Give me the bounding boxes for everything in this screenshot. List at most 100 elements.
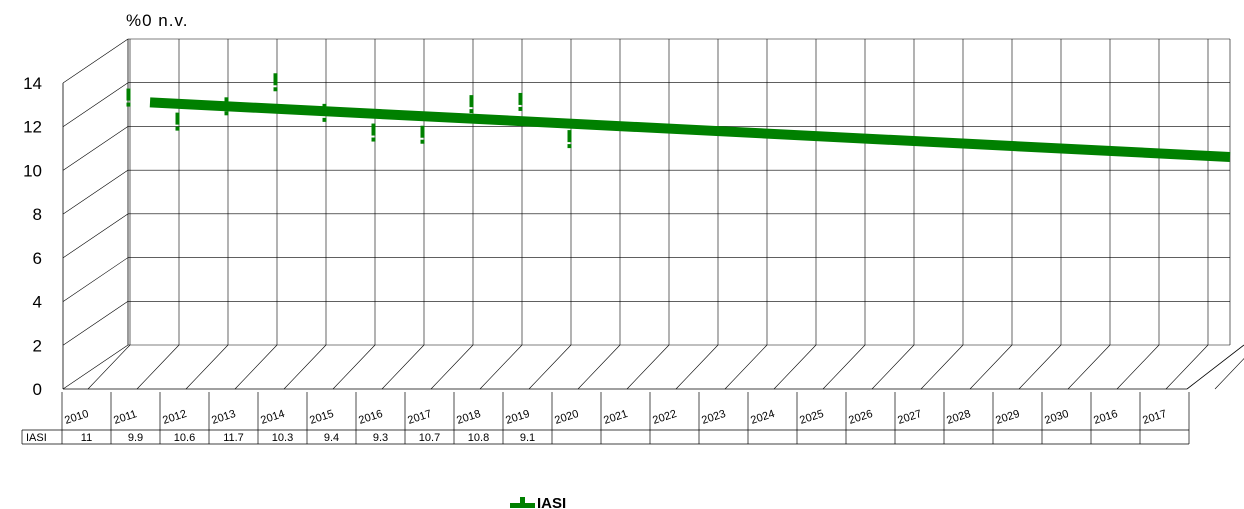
gridline-floor [185,344,229,390]
gridline-side [62,38,129,84]
data-points [126,73,572,149]
x-tick-label: 2017 [406,408,433,427]
x-tick-label: 2021 [602,408,629,427]
legend: IASI [510,495,566,509]
y-tick-label: 4 [33,293,42,312]
x-tick-label: 2017 [1141,408,1168,427]
x-tick-label: 2012 [161,408,188,427]
data-point-marker [371,123,376,136]
x-tick-label: 2019 [504,408,531,427]
table-value-cell: 11 [81,432,92,444]
data-point-marker [420,125,425,138]
data-point-marker [371,137,376,142]
x-tick-label: 2016 [1092,408,1119,427]
y-tick-label: 6 [33,249,42,268]
table-value-cell: 9.9 [128,432,143,444]
gridline-floor [381,344,425,390]
table-value-cell: 10.6 [174,432,195,444]
gridline-floor [577,344,621,390]
x-tick-label: 2014 [259,408,286,427]
data-point-marker [224,111,229,116]
chart-grid [62,38,1244,390]
y-tick-label: 0 [33,380,42,399]
data-point-marker [469,109,474,114]
x-tick-label: 2030 [1043,408,1070,427]
gridline-floor [1165,344,1209,390]
gridline-floor [969,344,1013,390]
gridline-side [62,169,129,215]
gridline-floor [1067,344,1111,390]
x-tick-label: 2016 [357,408,384,427]
data-point-marker [273,87,278,92]
data-point-marker [518,106,523,111]
x-tick-label: 2025 [798,408,825,427]
data-point-marker [567,130,572,143]
x-tick-label: 2018 [455,408,482,427]
x-tick-label: 2013 [210,408,237,427]
gridline-floor [87,344,131,390]
x-tick-label: 2029 [994,408,1021,427]
table-value-cell: 11.7 [223,432,244,444]
y-tick-label: 12 [23,118,42,137]
x-tick-label: 2028 [945,408,972,427]
trendline-iasi [149,97,1231,163]
table-series-label: IASI [26,432,47,444]
data-point-marker [224,97,229,110]
table-value-cell: 9.1 [520,432,535,444]
y-axis: 0 2 4 6 8 10 12 14 [23,74,42,399]
data-point-marker [518,92,523,105]
table-value-cell: 9.3 [373,432,388,444]
gridline-floor [136,344,180,390]
data-point-marker [469,95,474,108]
x-tick-label: 2015 [308,408,335,427]
gridline-side [62,213,129,259]
data-point-marker [175,126,180,131]
gridline-floor [626,344,670,390]
legend-swatch-icon [510,497,535,508]
gridline-side [62,82,129,127]
data-point-marker [273,73,278,86]
table-value-cell: 9.4 [324,432,339,444]
x-tick-label: 2024 [749,408,776,427]
gridline-floor [724,344,768,390]
data-point-marker [567,144,572,149]
gridline-floor [1214,358,1244,390]
x-tick-label: 2027 [896,408,923,427]
gridline-floor [332,344,376,390]
data-point-marker [420,139,425,144]
x-tick-label: 2023 [700,408,727,427]
gridline-side [62,126,129,171]
y-tick-label: 14 [23,74,42,93]
x-tick-label: 2011 [112,408,138,427]
y-tick-label: 8 [33,205,42,224]
y-axis-unit-label: %0 n.v. [126,11,188,30]
x-tick-label: 2020 [553,408,580,427]
y-tick-label: 2 [33,336,42,355]
gridline-side [62,257,129,302]
floor-right-edge [1186,344,1244,390]
gridline-floor [479,344,523,390]
gridline-floor [871,344,915,390]
gridline-floor [920,344,964,390]
legend-series-label: IASI [537,495,566,509]
trendline [149,97,1231,163]
gridline-floor [1018,344,1062,390]
data-table: IASI 2010 11 2011 9.9 2012 10.6 2013 11.7 2014 10.… [21,392,1190,445]
gridline-floor [283,344,327,390]
data-point-marker [126,88,131,101]
gridline-side [62,301,129,346]
x-tick-label: 2022 [651,408,678,427]
gridline-floor [822,344,866,390]
gridline-floor [234,344,278,390]
table-value-cell: 10.8 [468,432,489,444]
gridline-floor [773,344,817,390]
data-point-marker [175,112,180,125]
x-tick-label: 2010 [63,408,90,427]
gridline-floor [675,344,719,390]
gridline-side [62,344,129,390]
table-value-cell: 10.3 [272,432,293,444]
data-point-marker [126,102,131,107]
data-point-marker [322,103,327,116]
gridline-floor [430,344,474,390]
